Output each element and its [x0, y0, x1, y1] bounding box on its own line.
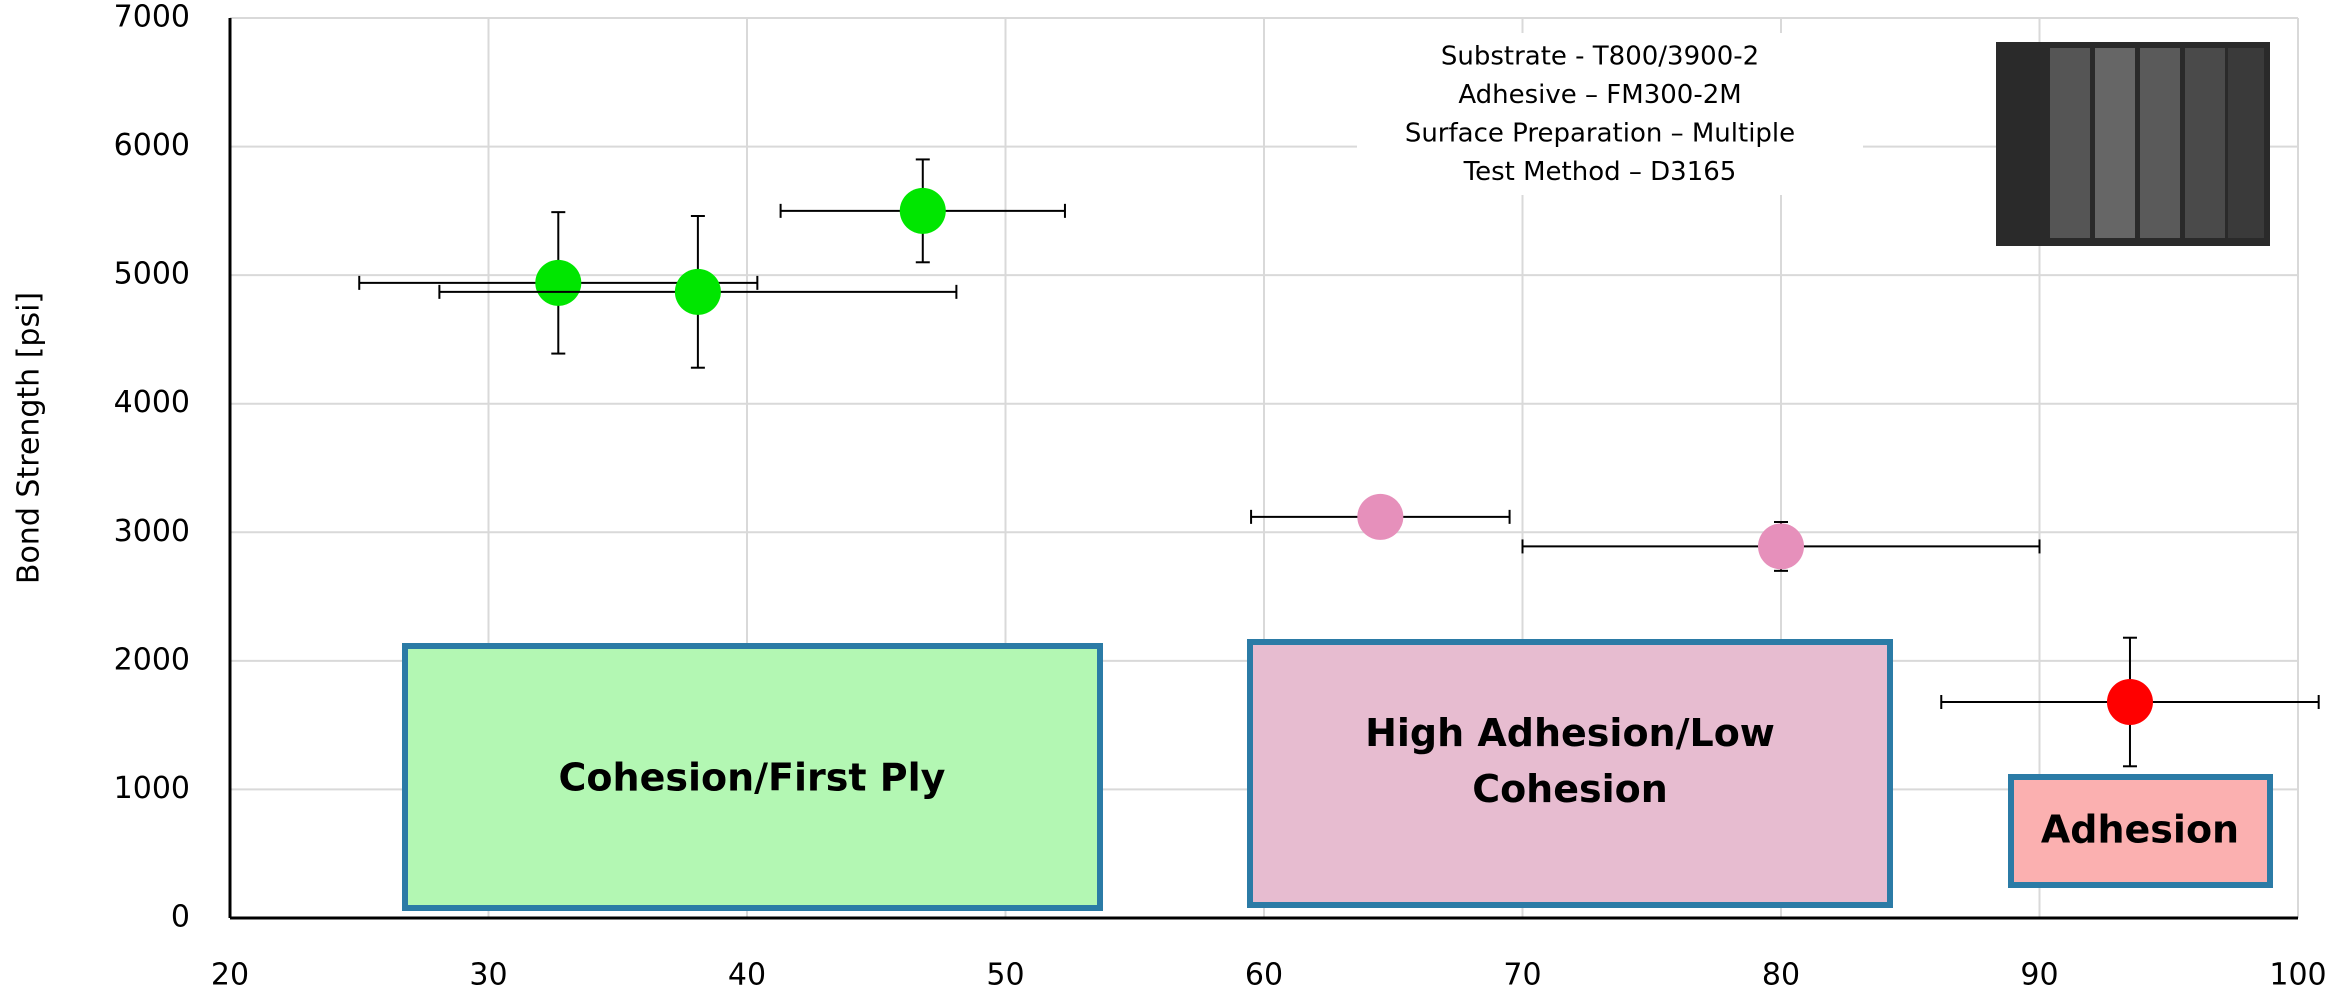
x-tick-label: 70 — [1503, 958, 1541, 993]
region-label: Adhesion — [2041, 808, 2239, 852]
y-tick-label: 5000 — [114, 257, 190, 292]
point — [900, 188, 946, 234]
x-tick-label: 30 — [469, 958, 507, 993]
region-label-wrap: High Adhesion/Low Cohesion — [1290, 705, 1850, 845]
photo-strip — [2095, 48, 2135, 238]
y-tick-label: 1000 — [114, 771, 190, 806]
chart: Cohesion/First Ply High Adhesion/Low Coh… — [0, 0, 2343, 995]
y-tick-label: 4000 — [114, 385, 190, 420]
annotation-line: Substrate - T800/3900-2 — [1441, 42, 1759, 72]
point — [675, 269, 721, 315]
photo-strip — [2185, 48, 2225, 238]
annotation-line: Adhesive – FM300-2M — [1458, 80, 1741, 110]
photo-strip — [2140, 48, 2180, 238]
x-tick-label: 90 — [2020, 958, 2058, 993]
point — [1758, 523, 1804, 569]
x-tick-label: 80 — [1762, 958, 1800, 993]
annotation-line: Surface Preparation – Multiple — [1405, 119, 1795, 149]
y-tick-label: 0 — [171, 900, 190, 935]
x-tick-label: 20 — [211, 958, 249, 993]
photo-inset — [1996, 42, 2270, 246]
y-axis-label: Bond Strength [psi] — [12, 292, 47, 584]
region-label: Cohesion/First Ply — [559, 756, 946, 800]
y-tick-label: 2000 — [114, 642, 190, 677]
annotation-line: Test Method – D3165 — [1463, 157, 1737, 187]
y-tick-label: 7000 — [114, 0, 190, 35]
x-tick-label: 50 — [986, 958, 1024, 993]
y-tick-label: 3000 — [114, 514, 190, 549]
photo-strip — [2228, 48, 2264, 238]
point — [2107, 679, 2153, 725]
x-tick-label: 60 — [1245, 958, 1283, 993]
x-tick-label: 40 — [728, 958, 766, 993]
point — [535, 260, 581, 306]
point — [1357, 494, 1403, 540]
photo-strip — [2050, 48, 2090, 238]
region-label: High Adhesion/Low Cohesion — [1290, 705, 1850, 817]
y-tick-label: 6000 — [114, 128, 190, 163]
x-tick-label: 100 — [2269, 958, 2326, 993]
background — [0, 0, 2343, 995]
